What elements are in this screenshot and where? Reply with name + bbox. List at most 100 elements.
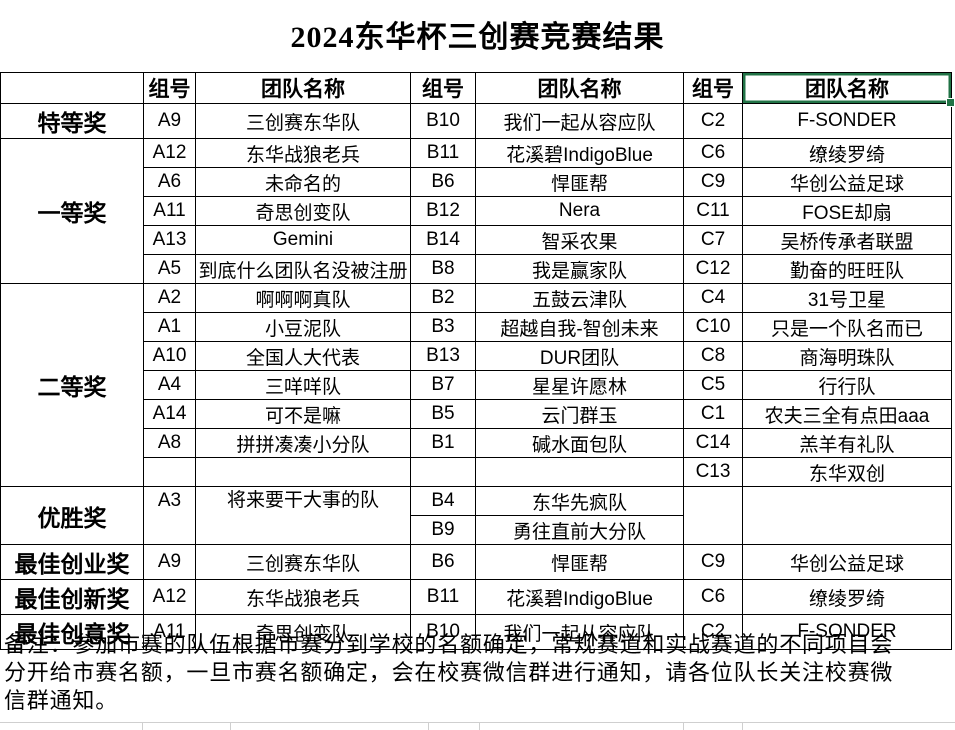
award-cell[interactable]: 优胜奖 xyxy=(0,486,144,545)
team-name-header[interactable]: 团队名称 xyxy=(475,72,684,104)
team-name-cell[interactable]: 行行队 xyxy=(742,370,952,400)
team-name-cell[interactable]: 我是赢家队 xyxy=(475,254,684,284)
team-name-cell[interactable]: FOSE却扇 xyxy=(742,196,952,226)
team-name-cell[interactable]: 将来要干大事的队 xyxy=(195,486,411,545)
selected-team-name-header[interactable]: 团队名称 xyxy=(742,72,955,107)
group-no-cell[interactable]: B3 xyxy=(410,312,476,342)
group-no-cell[interactable]: C9 xyxy=(683,544,743,580)
team-name-cell[interactable]: 三咩咩队 xyxy=(195,370,411,400)
group-no-cell[interactable]: B6 xyxy=(410,167,476,197)
group-no-cell[interactable]: A8 xyxy=(143,428,196,458)
group-no-cell[interactable]: B13 xyxy=(410,341,476,371)
group-no-cell[interactable]: A5 xyxy=(143,254,196,284)
group-no-cell[interactable]: C2 xyxy=(683,103,743,139)
team-name-cell[interactable]: 拼拼凑凑小分队 xyxy=(195,428,411,458)
team-name-cell[interactable]: 华创公益足球 xyxy=(742,544,952,580)
group-no-cell[interactable]: B10 xyxy=(410,614,476,650)
group-no-header[interactable]: 组号 xyxy=(683,72,743,104)
team-name-cell[interactable]: 31号卫星 xyxy=(742,283,952,313)
team-name-cell[interactable]: 三创赛东华队 xyxy=(195,103,411,139)
group-no-header[interactable]: 组号 xyxy=(410,72,476,104)
group-no-cell[interactable]: A11 xyxy=(143,614,196,650)
team-name-cell[interactable]: 花溪碧IndigoBlue xyxy=(475,138,684,168)
group-no-cell[interactable]: B6 xyxy=(410,544,476,580)
group-no-cell[interactable]: B9 xyxy=(410,515,476,545)
group-no-cell[interactable]: B11 xyxy=(410,138,476,168)
group-no-cell[interactable]: C12 xyxy=(683,254,743,284)
group-no-cell[interactable] xyxy=(143,457,196,487)
team-name-cell[interactable]: 全国人大代表 xyxy=(195,341,411,371)
team-name-cell[interactable]: DUR团队 xyxy=(475,341,684,371)
group-no-cell[interactable]: A10 xyxy=(143,341,196,371)
team-name-cell[interactable]: 花溪碧IndigoBlue xyxy=(475,579,684,615)
group-no-cell[interactable]: B10 xyxy=(410,103,476,139)
group-no-cell[interactable] xyxy=(683,486,743,545)
group-no-cell[interactable]: C14 xyxy=(683,428,743,458)
team-name-cell[interactable]: F-SONDER xyxy=(742,103,952,139)
team-name-cell[interactable]: 悍匪帮 xyxy=(475,544,684,580)
group-no-cell[interactable]: B4 xyxy=(410,486,476,516)
team-name-cell[interactable]: 啊啊啊真队 xyxy=(195,283,411,313)
group-no-cell[interactable]: B2 xyxy=(410,283,476,313)
group-no-header[interactable]: 组号 xyxy=(143,72,196,104)
team-name-cell[interactable]: 勇往直前大分队 xyxy=(475,515,684,545)
team-name-cell[interactable]: 星星许愿林 xyxy=(475,370,684,400)
team-name-cell[interactable]: 超越自我-智创未来 xyxy=(475,312,684,342)
team-name-cell[interactable]: Nera xyxy=(475,196,684,226)
group-no-cell[interactable]: A6 xyxy=(143,167,196,197)
team-name-cell[interactable]: 可不是嘛 xyxy=(195,399,411,429)
team-name-cell[interactable]: 缭绫罗绮 xyxy=(742,579,952,615)
team-name-cell[interactable]: 只是一个队名而已 xyxy=(742,312,952,342)
group-no-cell[interactable]: B7 xyxy=(410,370,476,400)
group-no-cell[interactable]: C5 xyxy=(683,370,743,400)
group-no-cell[interactable]: B1 xyxy=(410,428,476,458)
team-name-cell[interactable]: Gemini xyxy=(195,225,411,255)
award-cell[interactable]: 特等奖 xyxy=(0,103,144,139)
team-name-cell[interactable] xyxy=(742,486,952,545)
group-no-cell[interactable]: A12 xyxy=(143,138,196,168)
group-no-cell[interactable]: C1 xyxy=(683,399,743,429)
group-no-cell[interactable]: C6 xyxy=(683,579,743,615)
group-no-cell[interactable]: C7 xyxy=(683,225,743,255)
team-name-cell[interactable]: 碱水面包队 xyxy=(475,428,684,458)
group-no-cell[interactable]: B5 xyxy=(410,399,476,429)
team-name-cell[interactable]: 奇思创变队 xyxy=(195,614,411,650)
group-no-cell[interactable]: C13 xyxy=(683,457,743,487)
team-name-cell[interactable]: 小豆泥队 xyxy=(195,312,411,342)
team-name-cell[interactable] xyxy=(195,457,411,487)
team-name-cell[interactable]: 商海明珠队 xyxy=(742,341,952,371)
award-cell[interactable]: 二等奖 xyxy=(0,283,144,487)
team-name-cell[interactable]: 东华战狼老兵 xyxy=(195,579,411,615)
award-column-header[interactable] xyxy=(0,72,144,104)
group-no-cell[interactable]: A14 xyxy=(143,399,196,429)
group-no-cell[interactable]: A11 xyxy=(143,196,196,226)
team-name-cell[interactable]: 华创公益足球 xyxy=(742,167,952,197)
award-cell[interactable]: 最佳创业奖 xyxy=(0,544,144,580)
team-name-cell[interactable]: 吴桥传承者联盟 xyxy=(742,225,952,255)
team-name-cell[interactable]: 五鼓云津队 xyxy=(475,283,684,313)
group-no-cell[interactable]: C4 xyxy=(683,283,743,313)
team-name-cell[interactable]: 奇思创变队 xyxy=(195,196,411,226)
group-no-cell[interactable]: B14 xyxy=(410,225,476,255)
group-no-cell[interactable]: C2 xyxy=(683,614,743,650)
group-no-cell[interactable]: A9 xyxy=(143,544,196,580)
team-name-cell[interactable]: 东华战狼老兵 xyxy=(195,138,411,168)
group-no-cell[interactable]: C11 xyxy=(683,196,743,226)
award-cell[interactable]: 一等奖 xyxy=(0,138,144,284)
group-no-cell[interactable]: B11 xyxy=(410,579,476,615)
team-name-cell[interactable]: 勤奋的旺旺队 xyxy=(742,254,952,284)
group-no-cell[interactable]: B8 xyxy=(410,254,476,284)
group-no-cell[interactable]: A12 xyxy=(143,579,196,615)
group-no-cell[interactable]: B12 xyxy=(410,196,476,226)
team-name-cell[interactable]: 东华先疯队 xyxy=(475,486,684,516)
team-name-cell[interactable]: 羔羊有礼队 xyxy=(742,428,952,458)
group-no-cell[interactable]: A13 xyxy=(143,225,196,255)
team-name-cell[interactable]: 农夫三全有点田aaa xyxy=(742,399,952,429)
team-name-cell[interactable] xyxy=(475,457,684,487)
award-cell[interactable]: 最佳创新奖 xyxy=(0,579,144,615)
group-no-cell[interactable]: C9 xyxy=(683,167,743,197)
team-name-cell[interactable]: 到底什么团队名没被注册 xyxy=(195,254,411,284)
team-name-cell[interactable]: 云门群玉 xyxy=(475,399,684,429)
group-no-cell[interactable]: A3 xyxy=(143,486,196,545)
group-no-cell[interactable]: A2 xyxy=(143,283,196,313)
